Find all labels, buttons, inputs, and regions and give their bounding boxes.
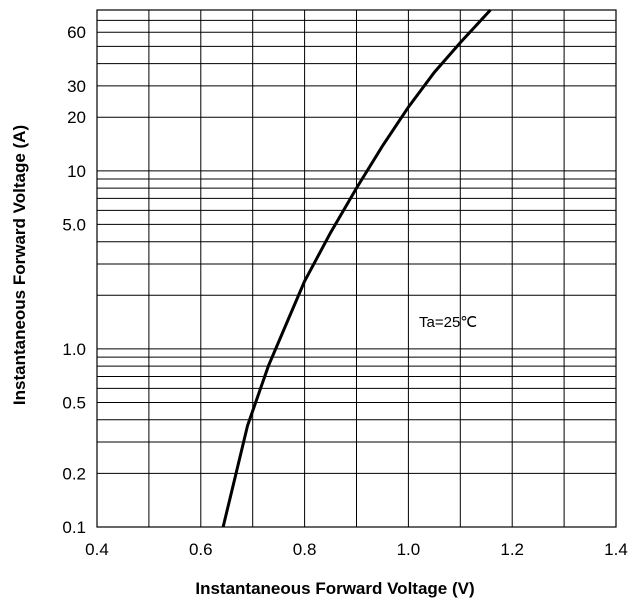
- y-tick-label: 10: [67, 162, 86, 181]
- y-tick-label: 5.0: [62, 215, 86, 234]
- x-tick-label: 0.8: [293, 540, 317, 559]
- series-line: [221, 8, 492, 528]
- y-tick-labels: 0.1 0.2 0.5 1.0 5.0 10 20 30 60: [62, 23, 86, 537]
- y-axis-label: Instantaneous Forward Voltage (A): [10, 125, 29, 405]
- x-tick-labels: 0.4 0.6 0.8 1.0 1.2 1.4: [85, 540, 628, 559]
- y-tick-label: 1.0: [62, 340, 86, 359]
- y-tick-label: 0.2: [62, 464, 86, 483]
- plot-frame: [96, 9, 617, 528]
- y-tick-label: 0.1: [62, 518, 86, 537]
- x-axis-label: Instantaneous Forward Voltage (V): [195, 579, 474, 598]
- x-tick-label: 0.6: [189, 540, 213, 559]
- y-tick-label: 30: [67, 77, 86, 96]
- x-tick-label: 1.0: [397, 540, 421, 559]
- x-tick-label: 1.2: [500, 540, 524, 559]
- x-tick-label: 1.4: [604, 540, 628, 559]
- y-tick-label: 60: [67, 23, 86, 42]
- y-tick-label: 0.5: [62, 394, 86, 413]
- y-tick-label: 20: [67, 108, 86, 127]
- grid: [97, 10, 616, 527]
- x-tick-label: 0.4: [85, 540, 109, 559]
- temperature-annotation: Ta=25℃: [419, 314, 477, 331]
